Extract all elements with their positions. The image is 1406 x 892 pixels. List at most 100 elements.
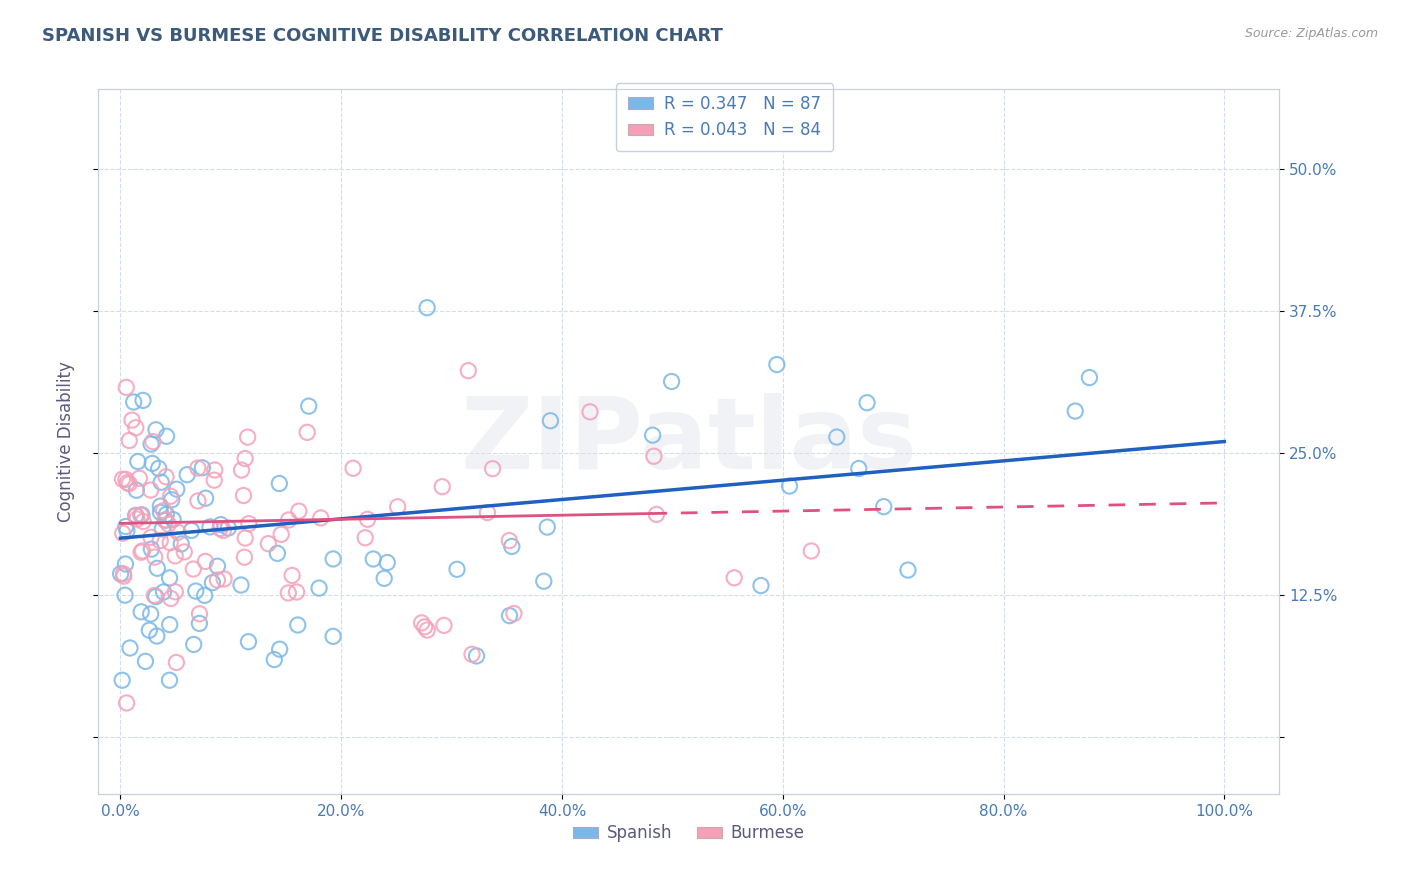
Point — [766, 358, 789, 372]
Point — [236, 430, 259, 444]
Point — [118, 476, 141, 491]
Point — [229, 578, 252, 592]
Point — [149, 533, 172, 548]
Point — [141, 542, 163, 557]
Point — [212, 572, 235, 586]
Point — [231, 463, 253, 477]
Point — [503, 607, 526, 621]
Point — [322, 629, 344, 643]
Point — [165, 656, 187, 670]
Point — [155, 513, 177, 527]
Point — [188, 616, 211, 631]
Point — [416, 301, 439, 315]
Point — [134, 654, 156, 668]
Point — [188, 607, 211, 621]
Point — [112, 566, 135, 581]
Point — [498, 608, 520, 623]
Point — [661, 375, 683, 389]
Point — [166, 525, 188, 540]
Point — [269, 642, 291, 657]
Point — [266, 546, 288, 560]
Point — [645, 508, 668, 522]
Point — [114, 519, 136, 533]
Point — [238, 634, 260, 648]
Point — [149, 499, 172, 513]
Point — [204, 463, 226, 477]
Point — [187, 461, 209, 475]
Point — [110, 566, 132, 581]
Point — [432, 480, 454, 494]
Point — [155, 508, 177, 522]
Point — [723, 571, 745, 585]
Point — [209, 517, 232, 532]
Point — [115, 380, 138, 394]
Point — [1078, 370, 1101, 384]
Point — [342, 461, 364, 475]
Point — [159, 617, 181, 632]
Point — [159, 673, 181, 688]
Text: Source: ZipAtlas.com: Source: ZipAtlas.com — [1244, 27, 1378, 40]
Point — [170, 537, 193, 551]
Point — [257, 537, 280, 551]
Point — [579, 405, 602, 419]
Point — [287, 618, 309, 632]
Point — [180, 524, 202, 538]
Point — [848, 461, 870, 475]
Point — [111, 526, 134, 541]
Point — [131, 508, 153, 522]
Point — [198, 520, 221, 534]
Point — [308, 581, 330, 595]
Point — [114, 588, 136, 602]
Point — [153, 513, 176, 527]
Point — [117, 475, 139, 490]
Point — [125, 508, 148, 523]
Point — [416, 623, 439, 637]
Point — [150, 475, 173, 490]
Point — [125, 420, 148, 434]
Point — [132, 393, 155, 408]
Point — [183, 637, 205, 651]
Point — [217, 521, 239, 535]
Point — [166, 482, 188, 496]
Point — [825, 430, 848, 444]
Point — [269, 476, 291, 491]
Point — [139, 483, 162, 497]
Point — [465, 648, 488, 663]
Point — [207, 573, 229, 587]
Point — [477, 506, 499, 520]
Point — [131, 544, 153, 558]
Point — [159, 591, 181, 606]
Point — [141, 457, 163, 471]
Point — [277, 586, 299, 600]
Point — [159, 535, 181, 549]
Point — [749, 578, 772, 592]
Point — [263, 652, 285, 666]
Point — [129, 545, 152, 559]
Point — [501, 540, 523, 554]
Text: SPANISH VS BURMESE COGNITIVE DISABILITY CORRELATION CHART: SPANISH VS BURMESE COGNITIVE DISABILITY … — [42, 27, 723, 45]
Point — [118, 434, 141, 448]
Point — [446, 562, 468, 576]
Point — [212, 524, 235, 538]
Point — [233, 531, 256, 545]
Point — [112, 569, 135, 583]
Point — [498, 533, 520, 548]
Point — [143, 550, 166, 565]
Point — [159, 571, 181, 585]
Point — [127, 454, 149, 468]
Point — [194, 588, 217, 602]
Y-axis label: Cognitive Disability: Cognitive Disability — [56, 361, 75, 522]
Point — [145, 423, 167, 437]
Point — [375, 556, 398, 570]
Point — [187, 494, 209, 508]
Point — [145, 590, 167, 604]
Point — [461, 647, 484, 661]
Point — [129, 508, 152, 523]
Point — [146, 629, 169, 643]
Point — [129, 605, 152, 619]
Point — [150, 522, 173, 536]
Point — [643, 449, 665, 463]
Point — [288, 504, 311, 518]
Point — [322, 552, 344, 566]
Point — [155, 469, 177, 483]
